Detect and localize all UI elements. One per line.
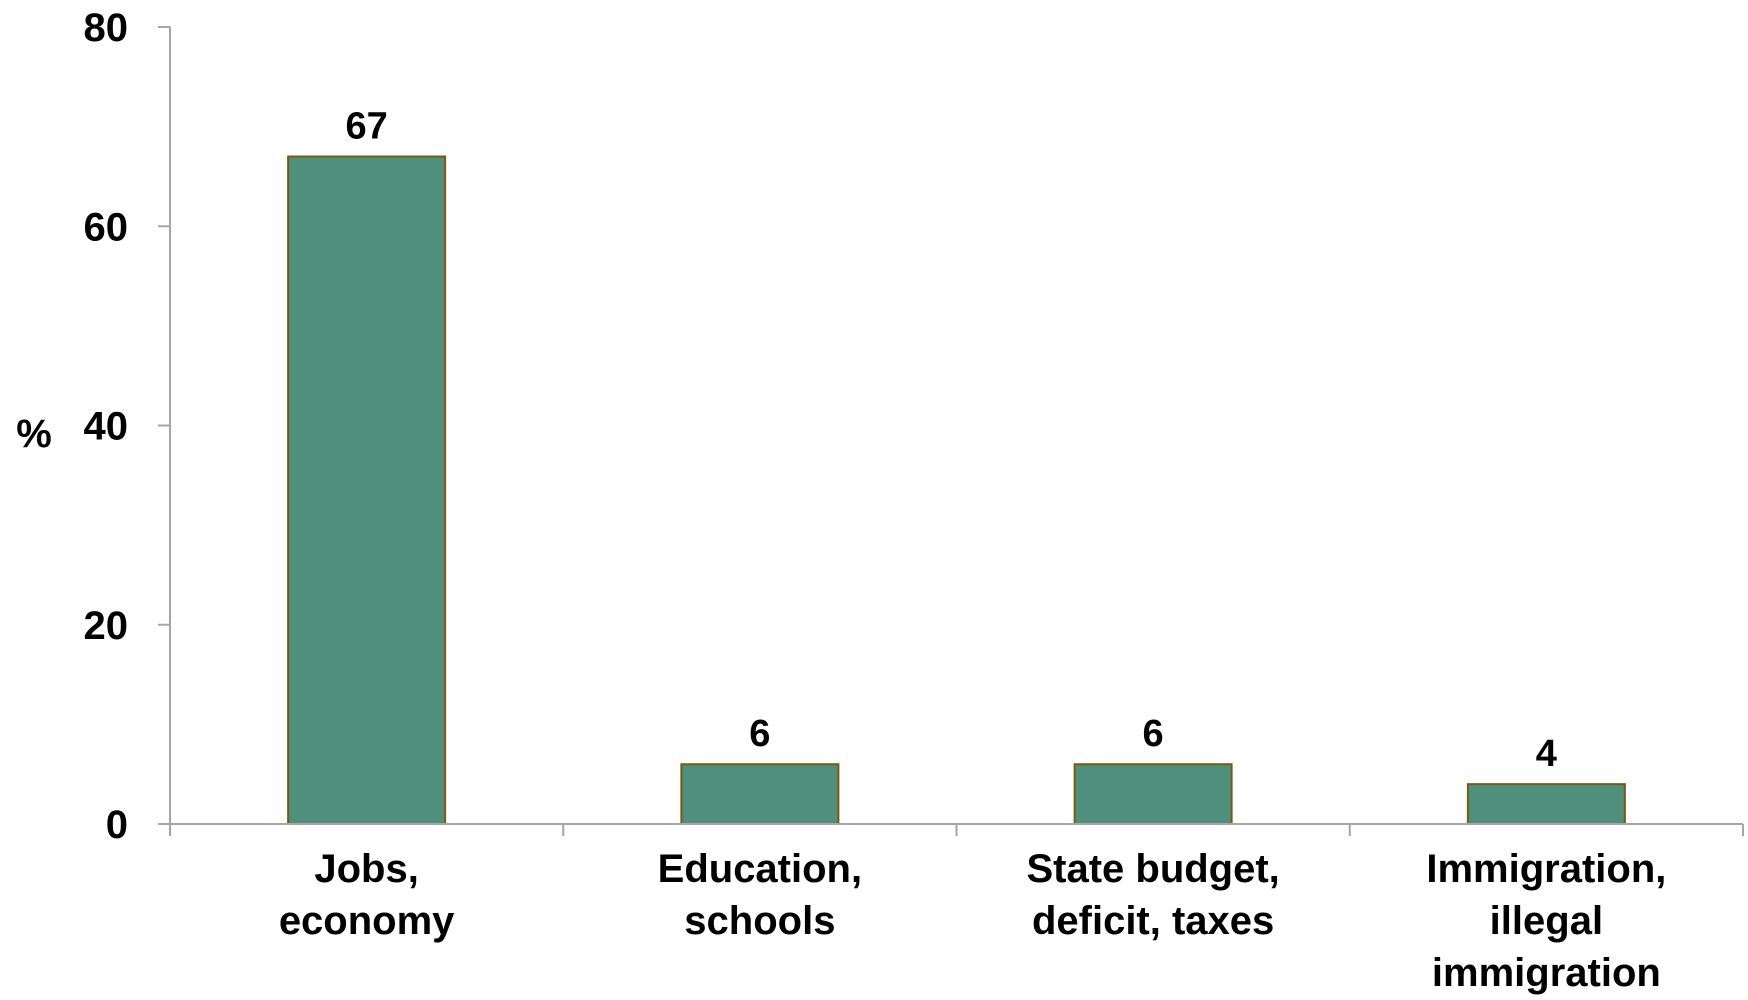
category-label-line: illegal [1490, 899, 1603, 943]
category-label-line: immigration [1432, 951, 1661, 995]
y-tick-label: 0 [106, 803, 128, 847]
bar [680, 763, 840, 825]
y-tick-label: 40 [84, 405, 129, 449]
data-label: 4 [1536, 733, 1557, 775]
bar [1466, 783, 1626, 826]
category-label: Jobs, economy [279, 847, 455, 943]
x-ticks-group [169, 824, 1744, 836]
data-label: 6 [1143, 713, 1164, 755]
y-axis-title: % [16, 412, 52, 456]
category-label-line: Immigration, [1426, 847, 1666, 891]
y-ticks-group: 0 20 40 60 80 [84, 6, 170, 847]
y-tick-label: 60 [84, 205, 129, 249]
data-label: 6 [749, 713, 770, 755]
bar [1073, 763, 1233, 825]
bar [287, 155, 447, 825]
y-tick-label: 80 [84, 6, 129, 50]
data-label: 67 [345, 106, 387, 148]
category-label: State budget, deficit, taxes [1026, 847, 1279, 943]
category-label-line: Education, [658, 847, 862, 891]
category-labels-group: Jobs, economy Education, schools State budge… [279, 847, 1667, 995]
category-label-line: State budget, [1026, 847, 1279, 891]
category-label-line: deficit, taxes [1032, 899, 1274, 943]
bars-group [287, 155, 1626, 826]
category-label-line: Jobs, [314, 847, 418, 891]
category-label-line: schools [684, 899, 835, 943]
category-label: Immigration, illegal immigration [1426, 847, 1666, 995]
y-tick-label: 20 [84, 604, 129, 648]
category-label-line: economy [279, 899, 455, 943]
category-label: Education, schools [658, 847, 862, 943]
data-labels-group: 67 6 6 4 [345, 106, 1556, 776]
